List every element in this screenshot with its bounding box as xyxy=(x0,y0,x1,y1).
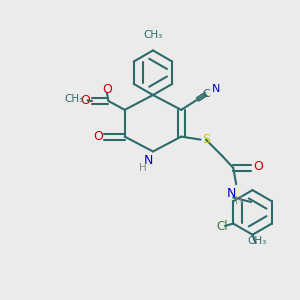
Text: S: S xyxy=(202,133,210,146)
Text: CH₃: CH₃ xyxy=(248,236,267,246)
Text: N: N xyxy=(212,84,220,94)
Text: O: O xyxy=(94,130,103,143)
Text: CH₃: CH₃ xyxy=(64,94,83,104)
Text: O: O xyxy=(254,160,263,173)
Text: H: H xyxy=(235,196,242,206)
Text: Cl: Cl xyxy=(216,220,228,233)
Text: H: H xyxy=(139,163,146,173)
Text: C: C xyxy=(202,89,210,99)
Text: O: O xyxy=(81,94,90,107)
Text: N: N xyxy=(227,187,236,200)
Text: CH₃: CH₃ xyxy=(143,30,163,40)
Text: O: O xyxy=(102,83,112,96)
Text: N: N xyxy=(144,154,153,167)
